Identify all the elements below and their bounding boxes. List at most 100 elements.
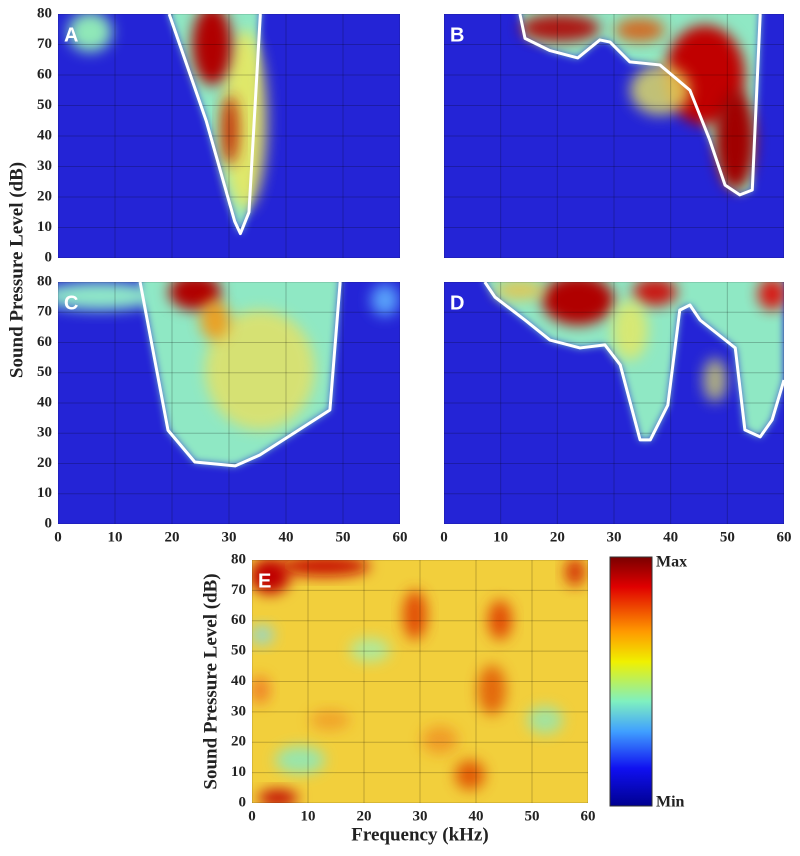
panel-letter: C: [64, 292, 78, 314]
heat-blob: [310, 710, 350, 730]
heat-blob: [68, 14, 112, 52]
y-tick-label: 80: [37, 5, 52, 21]
heat-blob: [221, 95, 239, 165]
heat-blob: [633, 282, 677, 306]
x-tick-label: 0: [440, 529, 448, 545]
x-tick-label: 0: [248, 808, 256, 824]
heat-blob: [488, 600, 512, 640]
panel: 0 10 20 30 40 50 60 70 80 A: [37, 5, 400, 265]
x-axis-label: Frequency (kHz): [351, 824, 488, 845]
heat-blob: [371, 284, 399, 316]
x-tick-label: 30: [607, 529, 622, 545]
y-tick-label: 0: [45, 249, 53, 265]
panel: 0 10 20 30 40 50 60 0 10 20 30 40 50 60 70 80 E Sound Pre…: [200, 551, 687, 845]
heat-blob: [205, 310, 315, 430]
x-tick-label: 30: [413, 808, 428, 824]
x-tick-label: 30: [222, 529, 237, 545]
plot-area: [444, 282, 784, 524]
heat-blob: [200, 300, 230, 340]
panel-letter: E: [258, 570, 271, 592]
panel-letter: D: [450, 292, 464, 314]
heat-blob: [520, 14, 600, 42]
heat-blob: [527, 706, 563, 734]
x-tick-label: 20: [550, 529, 565, 545]
plot-area: [252, 560, 588, 803]
y-tick-label: 40: [231, 673, 246, 689]
x-tick-label: 10: [301, 808, 316, 824]
heat-blob: [715, 90, 755, 190]
heat-blob: [350, 638, 390, 662]
heat-blob: [612, 300, 648, 360]
y-tick-label: 30: [37, 425, 52, 441]
heat-blob: [542, 282, 614, 325]
heat-blob: [403, 590, 427, 640]
x-tick-label: 60: [581, 808, 596, 824]
y-tick-label: 70: [231, 582, 246, 598]
x-tick-label: 40: [279, 529, 294, 545]
y-tick-label: 10: [231, 764, 246, 780]
x-tick-label: 0: [54, 529, 62, 545]
threshold-contour: [167, 14, 262, 236]
x-tick-label: 60: [777, 529, 792, 545]
y-tick-label: 70: [37, 36, 52, 52]
heat-blob: [58, 282, 160, 310]
y-tick-label: 0: [239, 794, 247, 810]
x-tick-label: 50: [525, 808, 540, 824]
y-axis-label: Sound Pressure Level (dB): [6, 162, 27, 378]
threshold-contour: [138, 282, 342, 468]
y-tick-label: 80: [37, 273, 52, 289]
heat-blob: [478, 665, 506, 715]
x-tick-label: 20: [357, 808, 372, 824]
y-tick-label: 20: [37, 188, 52, 204]
y-tick-label: 30: [231, 703, 246, 719]
threshold-contour: [518, 14, 762, 197]
heat-blob: [565, 560, 585, 586]
x-tick-label: 10: [493, 529, 508, 545]
heat-blob: [258, 790, 298, 803]
y-tick-label: 40: [37, 394, 52, 410]
heat-blob: [252, 560, 290, 594]
y-tick-label: 60: [37, 334, 52, 350]
y-tick-label: 60: [231, 612, 246, 628]
y-tick-label: 30: [37, 158, 52, 174]
plot-area: [58, 14, 400, 258]
heat-blob: [422, 726, 458, 754]
y-tick-label: 50: [37, 97, 52, 113]
x-tick-label: 10: [108, 529, 123, 545]
x-tick-label: 40: [469, 808, 484, 824]
colorbar-min-label: Min: [656, 794, 685, 811]
heat-blob: [252, 625, 274, 645]
x-tick-label: 50: [720, 529, 735, 545]
heat-blob: [280, 560, 370, 576]
x-tick-label: 20: [165, 529, 180, 545]
x-tick-label: 40: [663, 529, 678, 545]
threshold-contour: [483, 282, 784, 442]
y-tick-label: 60: [37, 66, 52, 82]
y-tick-label: 40: [37, 127, 52, 143]
heat-blob: [192, 14, 232, 85]
panel-letter: A: [64, 24, 78, 46]
heat-blob: [758, 282, 784, 310]
heat-blob: [630, 65, 690, 115]
y-tick-label: 50: [231, 643, 246, 659]
heat-blob: [252, 676, 270, 704]
y-tick-label: 20: [37, 455, 52, 471]
y-tick-label: 70: [37, 304, 52, 320]
y-tick-label: 20: [231, 734, 246, 750]
heat-blob: [615, 18, 665, 42]
y-tick-label: 0: [45, 515, 53, 531]
panel-letter: B: [450, 24, 464, 46]
colorbar: [609, 556, 653, 807]
y-tick-label: 10: [37, 485, 52, 501]
y-axis-label: Sound Pressure Level (dB): [200, 573, 221, 789]
plot-area: [444, 14, 784, 258]
heat-blob: [455, 760, 485, 790]
heat-blob: [495, 282, 545, 300]
y-tick-label: 50: [37, 364, 52, 380]
x-tick-label: 50: [336, 529, 351, 545]
panel: B: [444, 14, 784, 258]
panel: 0 10 20 30 40 50 60 D: [440, 282, 792, 545]
plot-area: [58, 282, 400, 524]
colorbar-max-label: Max: [656, 554, 687, 571]
